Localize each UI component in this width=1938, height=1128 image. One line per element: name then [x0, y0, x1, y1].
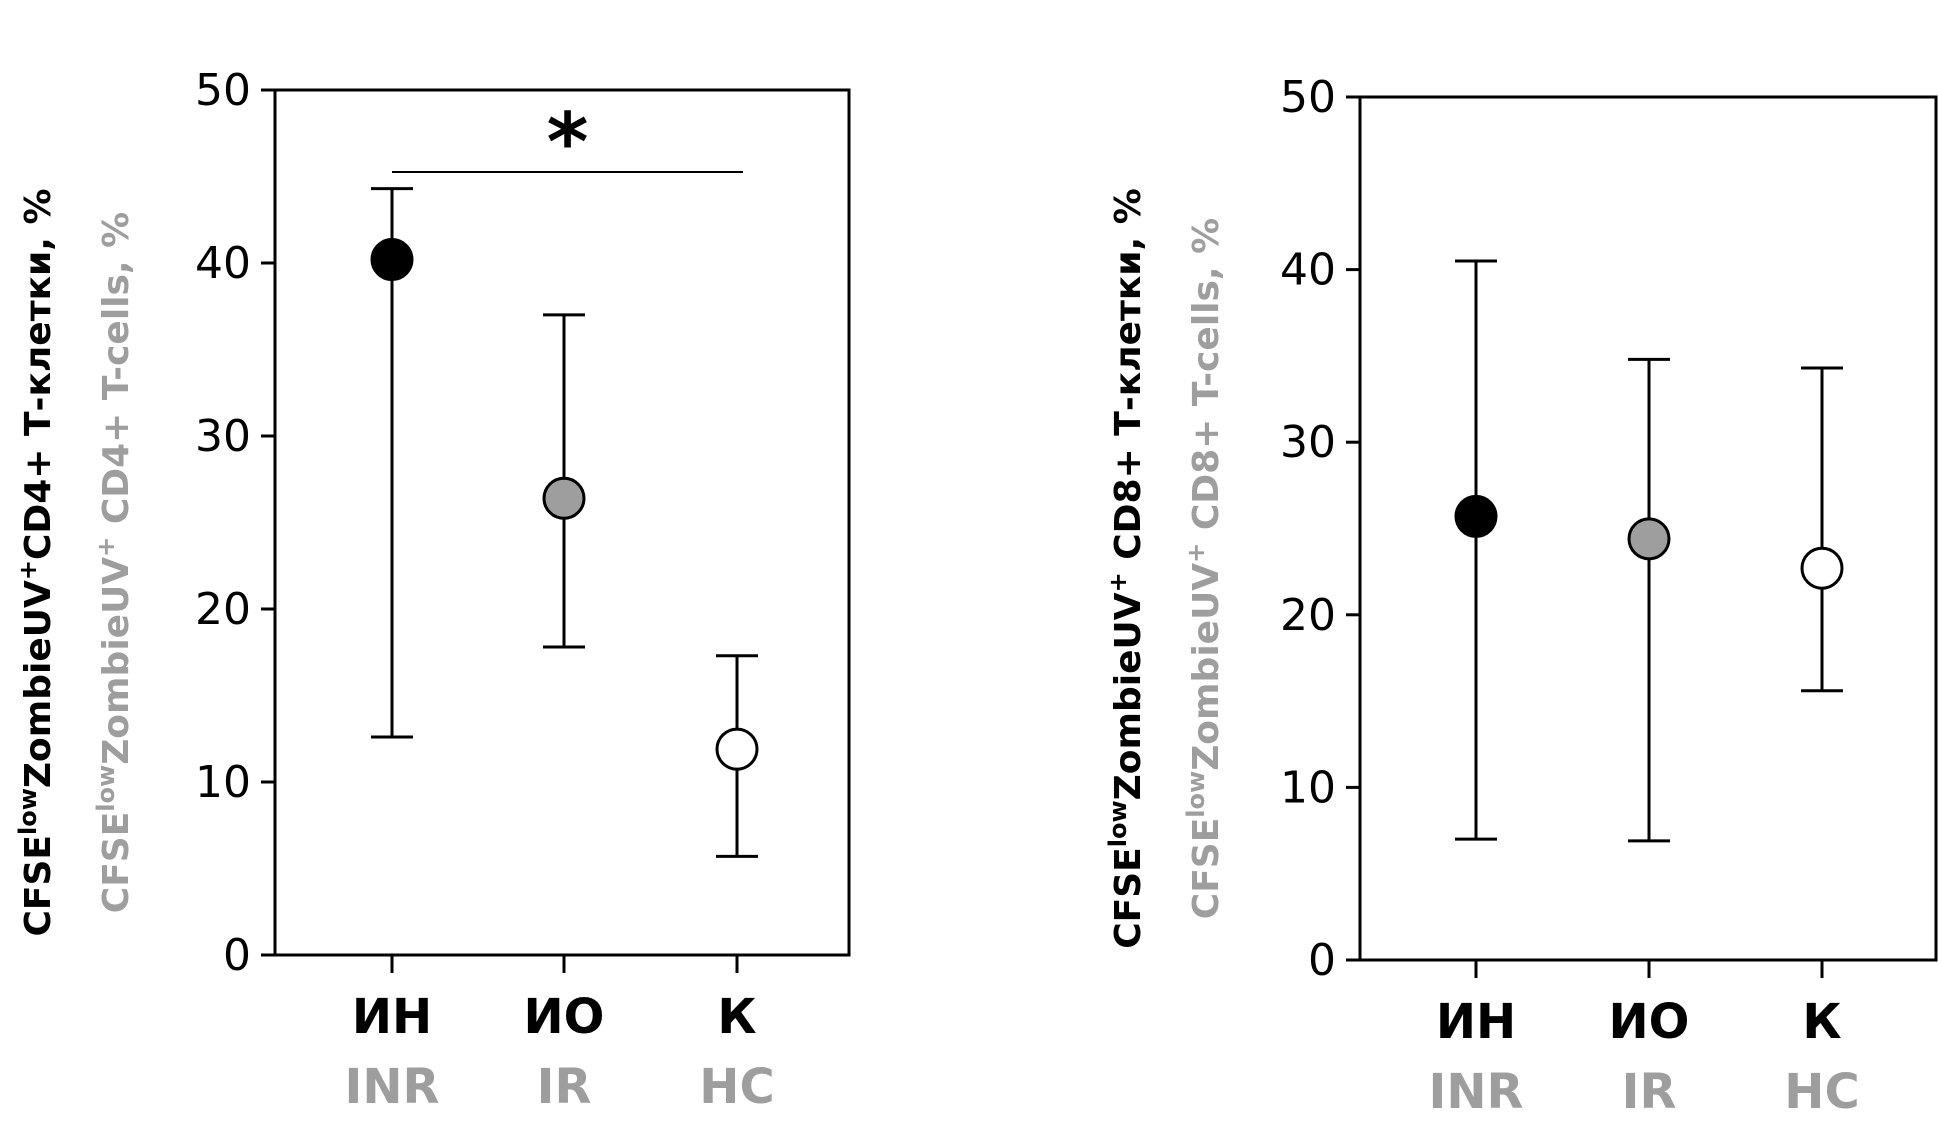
error-bar-inr [1455, 259, 1497, 841]
y-axis-label-ru: CFSElowZombieUV+ CD8+ Т-клетки, % [1104, 188, 1149, 949]
plot-frame [273, 88, 851, 957]
chart-panel-cd8: 0 10 20 30 40 50 ИН INR ИО IR К HC CFSElowZombieUV+ … [1104, 72, 1938, 1120]
x-category-label-ru: ИН [352, 989, 432, 1045]
y-tick-label: 30 [195, 411, 251, 462]
x-category-label-en: HC [699, 1059, 774, 1115]
y-axis-label-en: CFSElowZombieUV+ CD4+ T-cells, % [92, 212, 137, 913]
x-category-label-ru: ИО [524, 989, 605, 1045]
y-tick-label: 10 [1280, 762, 1336, 813]
x-category-label-en: IR [537, 1059, 592, 1115]
y-tick-label: 30 [1280, 417, 1336, 468]
x-category-label-ru: ИН [1436, 994, 1516, 1050]
error-bar-ir [1628, 357, 1670, 843]
error-bar-hc [1801, 366, 1843, 693]
y-tick-label: 0 [1308, 935, 1336, 986]
y-tick-label: 50 [1280, 72, 1336, 123]
data-point-ir [1627, 517, 1671, 561]
y-tick-label: 0 [223, 930, 251, 981]
x-category-label-en: INR [1429, 1064, 1524, 1120]
y-axis-label-ru: CFSElowZombieUV+CD4+ Т-клетки, % [14, 188, 59, 936]
data-point-ir [542, 476, 586, 520]
y-tick-label: 20 [1280, 590, 1336, 641]
y-tick-label: 20 [195, 584, 251, 635]
y-tick-label: 50 [195, 65, 251, 116]
x-category-label-ru: К [1802, 994, 1841, 1050]
data-point-inr [370, 238, 414, 282]
data-point-hc [1800, 546, 1844, 590]
y-tick-label: 10 [195, 757, 251, 808]
data-point-hc [715, 727, 759, 771]
x-category-label-en: INR [345, 1059, 440, 1115]
x-category-label-ru: К [717, 989, 756, 1045]
chart-panel-cd4: 0 10 20 30 40 50 ИН INR ИО IR К HC * CFSElowZombieUV+… [14, 65, 851, 1115]
y-tick-label: 40 [1280, 245, 1336, 296]
x-category-label-en: IR [1622, 1064, 1677, 1120]
y-axis-label-en: CFSElowZombieUV+ CD8+ T-cells, % [1182, 218, 1227, 919]
data-point-inr [1454, 494, 1498, 538]
x-category-label-ru: ИО [1609, 994, 1690, 1050]
x-category-label-en: HC [1784, 1064, 1859, 1120]
significance-marker: * [547, 96, 589, 189]
y-tick-label: 40 [195, 238, 251, 289]
